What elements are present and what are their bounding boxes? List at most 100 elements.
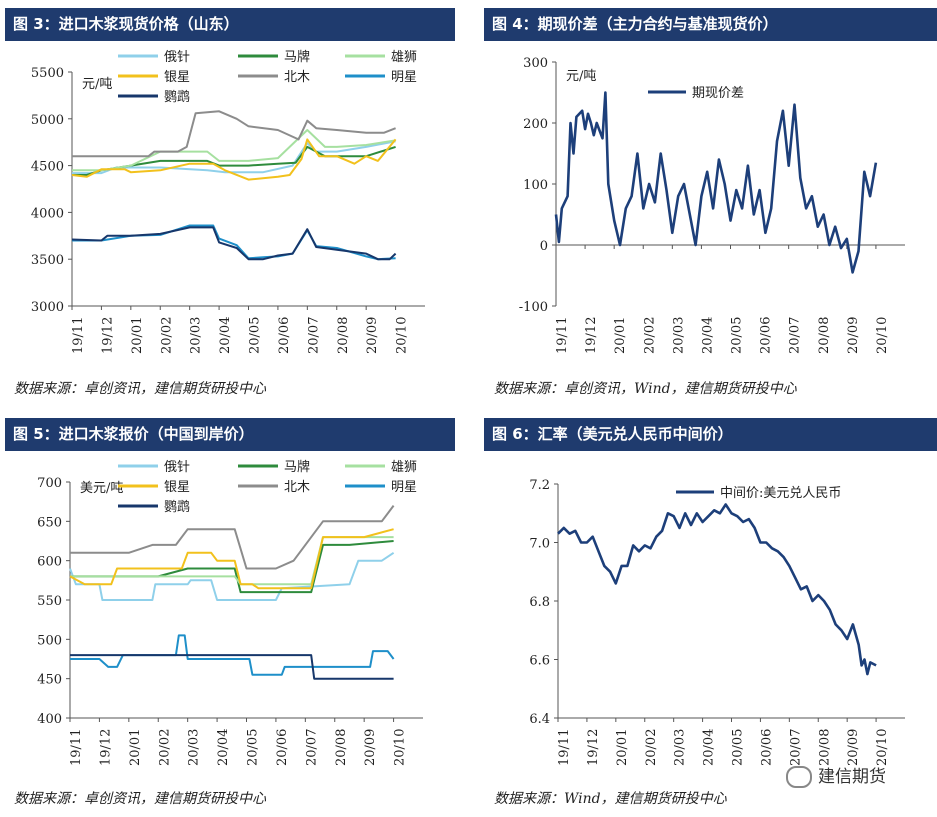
series-line bbox=[70, 654, 394, 680]
y-tick-label: 100 bbox=[523, 178, 548, 193]
figure5-chart: 400 450 500 550 600 650 700 19/11 19/12 20/01 20/0… bbox=[37, 459, 423, 766]
series-line bbox=[70, 505, 395, 570]
y-tick-label: 6.4 bbox=[529, 712, 550, 727]
series-line bbox=[71, 226, 397, 261]
y-tick-label: 5000 bbox=[31, 113, 64, 128]
legend-label: 明星 bbox=[391, 70, 417, 85]
y-tick-label: 500 bbox=[37, 633, 62, 648]
x-tick-label: 20/08 bbox=[817, 729, 832, 766]
x-tick-label: 19/12 bbox=[586, 729, 601, 766]
y-tick-label: 650 bbox=[37, 515, 62, 530]
x-tick-label: 20/10 bbox=[395, 317, 410, 354]
x-tick-label: 19/12 bbox=[98, 729, 113, 766]
x-tick-label: 20/03 bbox=[189, 317, 204, 354]
series-line bbox=[70, 634, 395, 676]
figure3-header: 图 3：进口木浆现货价格（山东） bbox=[5, 8, 455, 41]
x-tick-label: 20/07 bbox=[788, 317, 803, 354]
watermark: 建信期货 bbox=[786, 762, 886, 788]
legend-label: 银星 bbox=[164, 480, 190, 495]
y-tick-label: 4500 bbox=[31, 160, 64, 175]
y-tick-label: 300 bbox=[523, 56, 548, 71]
x-tick-label: 20/10 bbox=[875, 729, 890, 766]
x-tick-label: 19/11 bbox=[71, 317, 86, 354]
y-tick-label: 550 bbox=[37, 594, 62, 609]
series-line bbox=[557, 503, 877, 676]
y-tick-label: 600 bbox=[37, 555, 62, 570]
figure3-source: 数据来源：卓创资讯，建信期货研投中心 bbox=[14, 381, 266, 397]
y-tick-label: 3500 bbox=[31, 253, 64, 268]
figure5-header: 图 5：进口木浆报价（中国到岸价） bbox=[5, 418, 455, 451]
figure6-chart: 6.4 6.6 6.8 7.0 7.2 19/11 19/12 20/01 20/02 20/03… bbox=[529, 478, 905, 766]
series-line bbox=[69, 528, 394, 590]
y-tick-label: 400 bbox=[37, 712, 62, 727]
legend-label: 银星 bbox=[164, 70, 190, 85]
x-tick-label: 20/10 bbox=[875, 317, 890, 354]
legend-label: 鹦鹉 bbox=[164, 500, 190, 515]
x-tick-label: 20/04 bbox=[218, 317, 233, 354]
x-tick-label: 20/04 bbox=[216, 729, 231, 766]
x-tick-label: 20/01 bbox=[128, 729, 143, 766]
x-tick-label: 20/09 bbox=[846, 729, 861, 766]
figure3-chart: 3000 3500 4000 4500 5000 5500 19/11 19/12 20/01 2… bbox=[31, 49, 425, 354]
y-tick-label: 0 bbox=[540, 239, 548, 254]
legend-label: 明星 bbox=[391, 480, 417, 495]
x-tick-label: 20/03 bbox=[187, 729, 202, 766]
x-tick-label: 20/07 bbox=[306, 317, 321, 354]
x-tick-label: 20/07 bbox=[304, 729, 319, 766]
y-tick-label: 200 bbox=[523, 117, 548, 132]
x-tick-label: 20/07 bbox=[788, 729, 803, 766]
legend-label: 北木 bbox=[284, 70, 310, 85]
x-tick-label: 20/08 bbox=[334, 729, 349, 766]
x-tick-label: 20/02 bbox=[642, 317, 657, 354]
x-tick-label: 20/06 bbox=[759, 729, 774, 766]
y-tick-label: 700 bbox=[37, 476, 62, 491]
x-tick-label: 20/03 bbox=[673, 729, 688, 766]
unit-label: 元/吨 bbox=[82, 77, 112, 92]
x-tick-label: 20/05 bbox=[246, 729, 261, 766]
series-line bbox=[72, 129, 396, 172]
legend-label: 期现价差 bbox=[692, 86, 744, 101]
y-tick-label: 3000 bbox=[31, 300, 64, 315]
y-tick-label: 7.0 bbox=[529, 537, 550, 552]
legend-label: 俄针 bbox=[164, 50, 190, 65]
x-tick-label: 20/02 bbox=[644, 729, 659, 766]
x-tick-label: 20/02 bbox=[159, 317, 174, 354]
legend-label: 北木 bbox=[284, 480, 310, 495]
y-tick-label: 6.8 bbox=[529, 595, 550, 610]
x-tick-label: 20/09 bbox=[846, 317, 861, 354]
x-tick-label: 20/01 bbox=[613, 317, 628, 354]
figure6-header: 图 6：汇率（美元兑人民币中间价） bbox=[484, 418, 937, 451]
x-tick-label: 20/01 bbox=[615, 729, 630, 766]
x-tick-label: 19/11 bbox=[555, 317, 570, 354]
legend-label: 雄狮 bbox=[391, 460, 417, 475]
x-tick-label: 19/12 bbox=[584, 317, 599, 354]
y-tick-label: 450 bbox=[37, 673, 62, 688]
x-tick-label: 20/06 bbox=[759, 317, 774, 354]
legend-label: 鹦鹉 bbox=[164, 90, 190, 105]
x-tick-label: 20/04 bbox=[700, 317, 715, 354]
y-tick-label: -100 bbox=[519, 300, 548, 315]
x-tick-label: 20/08 bbox=[817, 317, 832, 354]
unit-label: 美元/吨 bbox=[80, 481, 123, 496]
x-tick-label: 19/12 bbox=[100, 317, 115, 354]
series-line bbox=[69, 551, 395, 601]
x-tick-label: 20/06 bbox=[275, 729, 290, 766]
x-tick-label: 20/02 bbox=[157, 729, 172, 766]
figure6-source: 数据来源：Wind，建信期货研投中心 bbox=[494, 791, 727, 807]
series-line bbox=[71, 138, 397, 181]
legend-label: 中间价:美元兑人民币 bbox=[720, 486, 841, 501]
unit-label: 元/吨 bbox=[566, 69, 596, 84]
series-line bbox=[554, 91, 878, 274]
series-line bbox=[72, 110, 396, 158]
figure4-header: 图 4：期现价差（主力合约与基准现货价） bbox=[484, 8, 937, 41]
x-tick-label: 20/05 bbox=[248, 317, 263, 354]
x-tick-label: 20/08 bbox=[336, 317, 351, 354]
y-tick-label: 5500 bbox=[31, 66, 64, 81]
x-tick-label: 20/03 bbox=[671, 317, 686, 354]
x-tick-label: 20/09 bbox=[363, 729, 378, 766]
y-tick-label: 4000 bbox=[31, 206, 64, 221]
y-tick-label: 7.2 bbox=[529, 478, 550, 493]
x-tick-label: 20/04 bbox=[702, 729, 717, 766]
legend-label: 马牌 bbox=[284, 49, 310, 65]
x-tick-label: 20/05 bbox=[730, 317, 745, 354]
